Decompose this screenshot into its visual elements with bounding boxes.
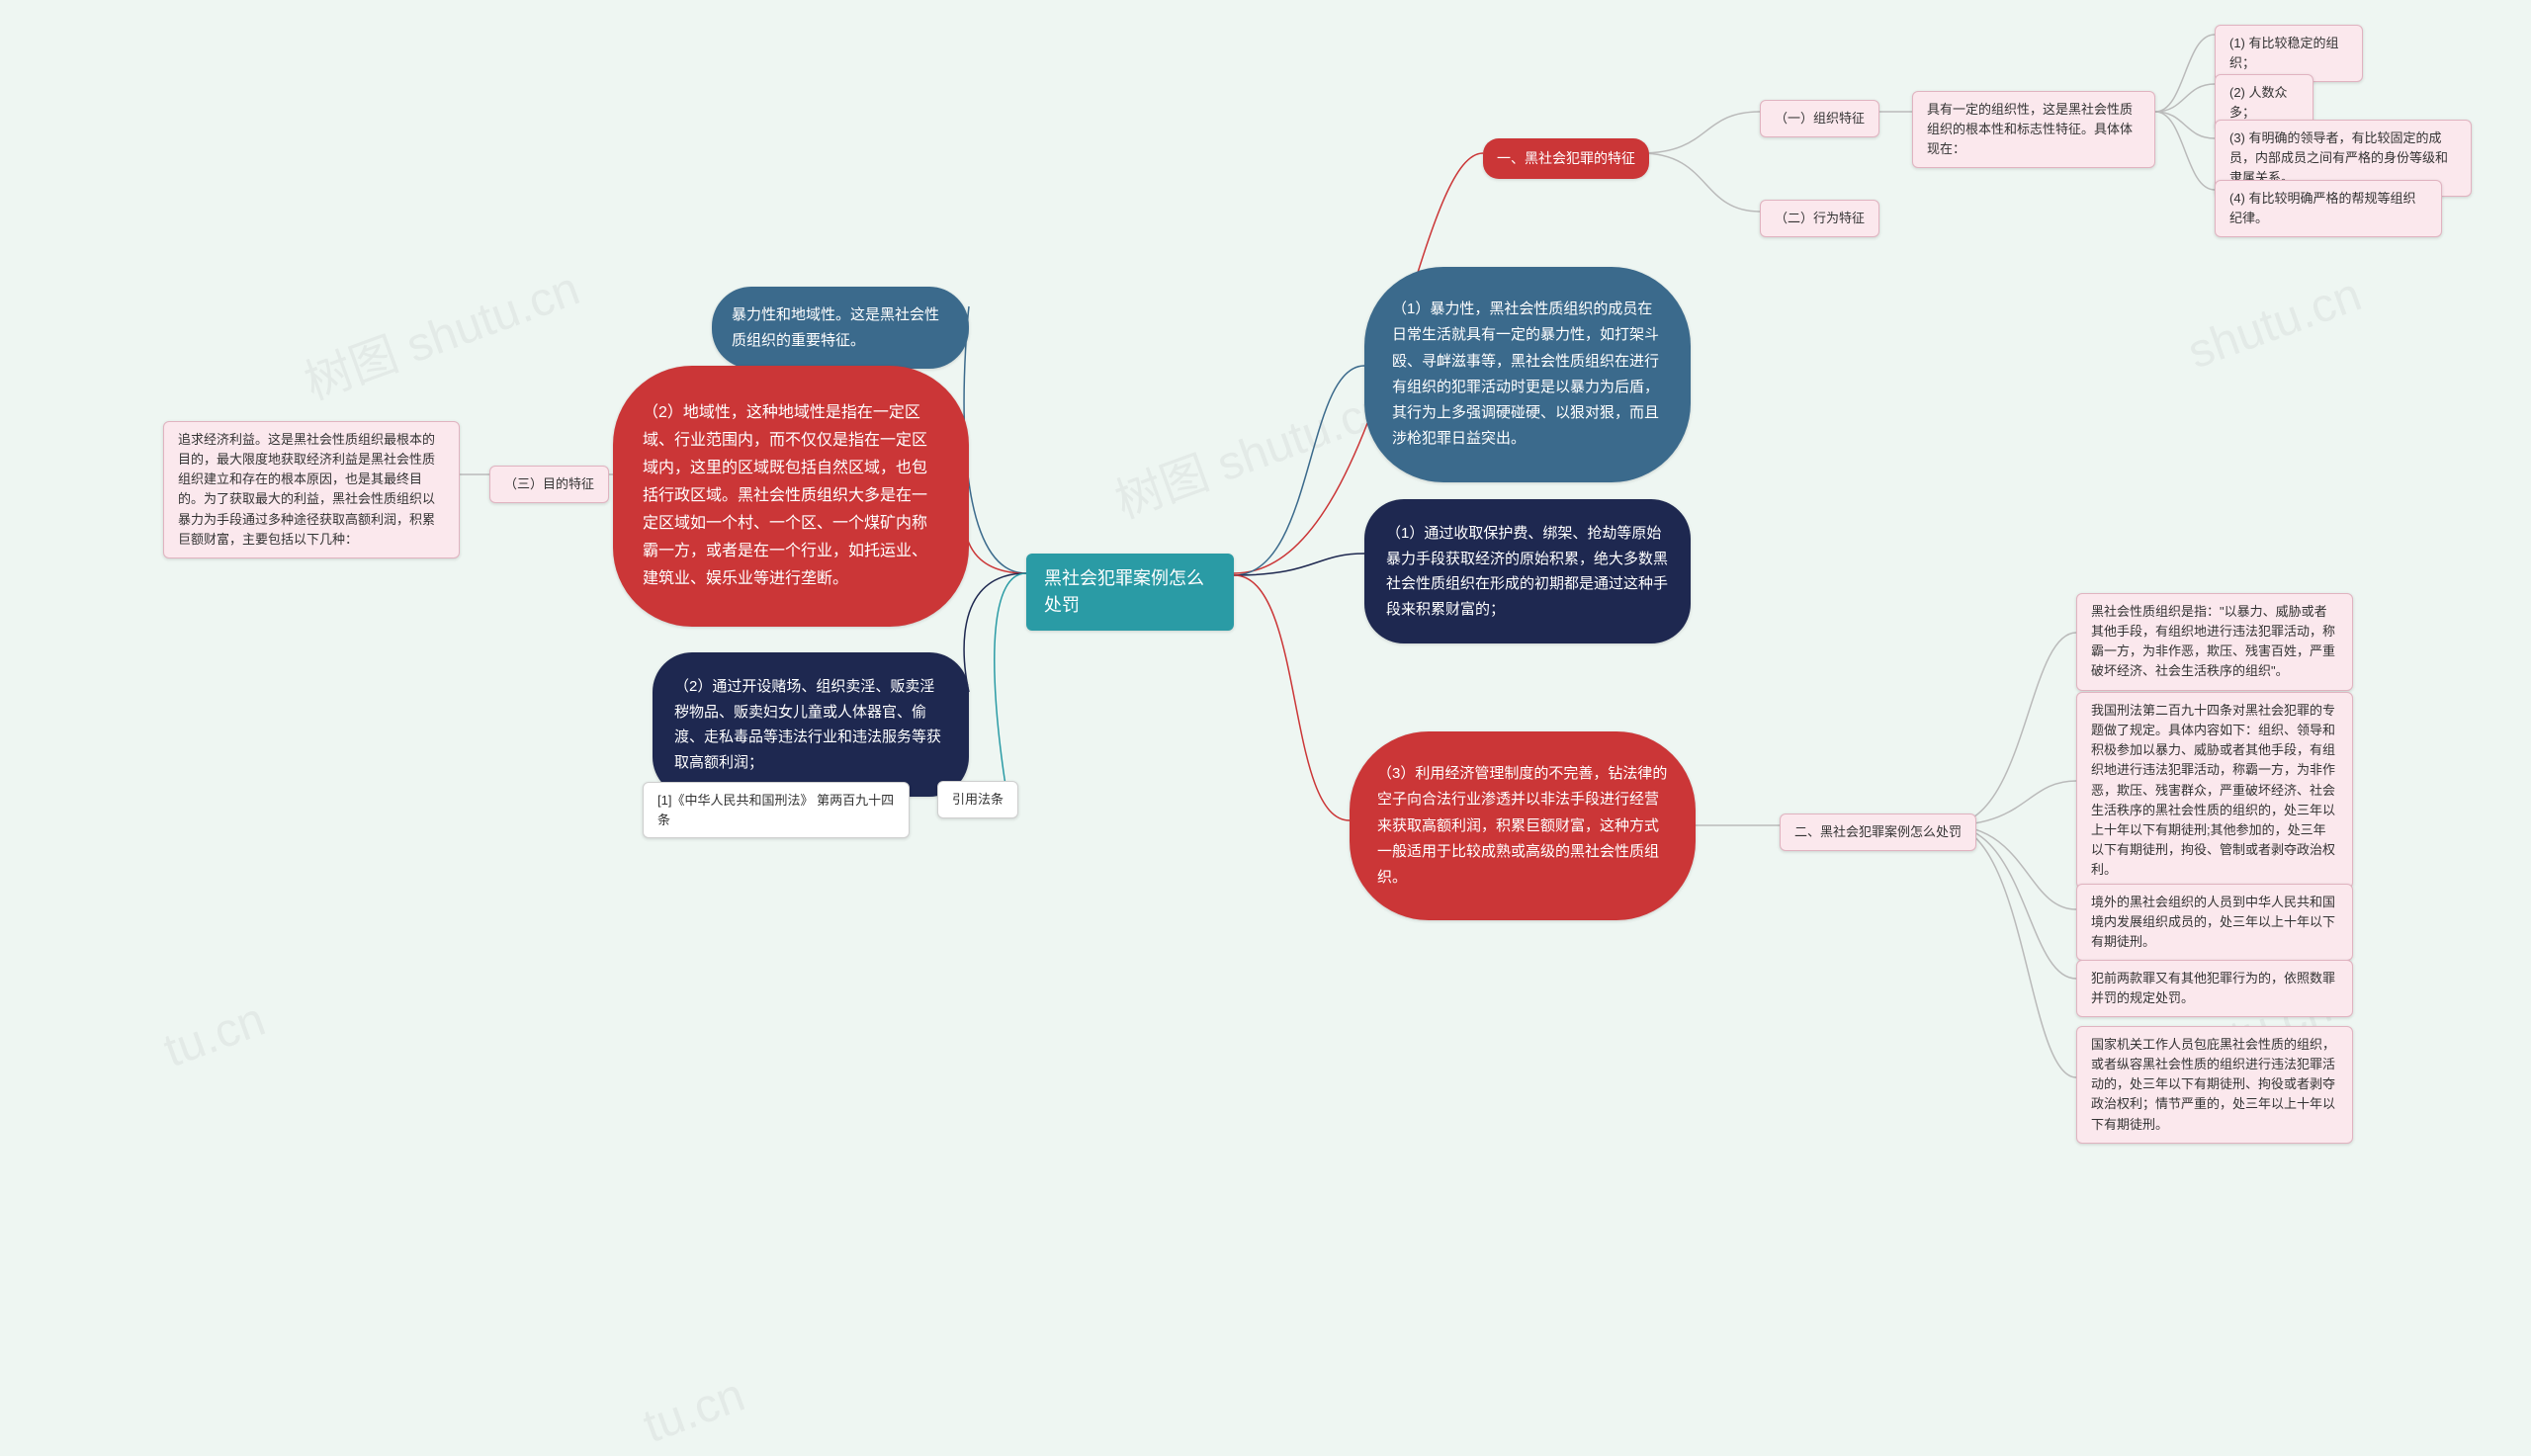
punishment-item-3: 境外的黑社会组织的人员到中华人民共和国境内发展组织成员的，处三年以上十年以下有期… [2076,884,2353,961]
behavior-feature-label: （二）行为特征 [1760,200,1879,237]
right-node-violence: （1）暴力性，黑社会性质组织的成员在日常生活就具有一定的暴力性，如打架斗殴、寻衅… [1364,267,1691,482]
punishment-item-2: 我国刑法第二百九十四条对黑社会犯罪的专题做了规定。具体内容如下：组织、领导和积极… [2076,692,2353,889]
root-node: 黑社会犯罪案例怎么处罚 [1026,554,1234,631]
left-node-regional: （2）地域性，这种地域性是指在一定区域、行业范围内，而不仅仅是指在一定区域内，这… [613,366,969,627]
watermark: shutu.cn [2181,268,2368,381]
punishment-item-5: 国家机关工作人员包庇黑社会性质的组织，或者纵容黑社会性质的组织进行违法犯罪活动的… [2076,1026,2353,1144]
section-2-title: 二、黑社会犯罪案例怎么处罚 [1780,814,1976,851]
right-node-economy-loophole: （3）利用经济管理制度的不完善，钻法律的空子向合法行业渗透并以非法手段进行经营来… [1350,731,1696,920]
org-feature-desc: 具有一定的组织性，这是黑社会性质组织的根本性和标志性特征。具体体现在： [1912,91,2155,168]
watermark: 树图 shutu.cn [294,249,587,412]
purpose-feature-desc: 追求经济利益。这是黑社会性质组织最根本的目的，最大限度地获取经济利益是黑社会性质… [163,421,460,558]
purpose-feature-label: （三）目的特征 [489,466,609,503]
watermark: 树图 shutu.cn [1104,368,1398,531]
watermark: tu.cn [637,1368,752,1454]
org-feature-label: （一）组织特征 [1760,100,1879,137]
watermark: tu.cn [157,992,273,1078]
section-1-title: 一、黑社会犯罪的特征 [1483,138,1649,179]
punishment-item-4: 犯前两款罪又有其他犯罪行为的，依照数罪并罚的规定处罚。 [2076,960,2353,1017]
org-feature-item-4: (4) 有比较明确严格的帮规等组织纪律。 [2215,180,2442,237]
punishment-item-1: 黑社会性质组织是指："以暴力、威胁或者其他手段，有组织地进行违法犯罪活动，称霸一… [2076,593,2353,691]
left-node-violence-region: 暴力性和地域性。这是黑社会性质组织的重要特征。 [712,287,969,369]
criminal-law-ref: [1]《中华人民共和国刑法》 第两百九十四条 [643,782,910,838]
left-node-illegal-services: （2）通过开设赌场、组织卖淫、贩卖淫秽物品、贩卖妇女儿童或人体器官、偷渡、走私毒… [653,652,969,797]
citations-label: 引用法条 [937,781,1018,818]
right-node-primitive-accumulation: （1）通过收取保护费、绑架、抢劫等原始暴力手段获取经济的原始积累，绝大多数黑社会… [1364,499,1691,643]
